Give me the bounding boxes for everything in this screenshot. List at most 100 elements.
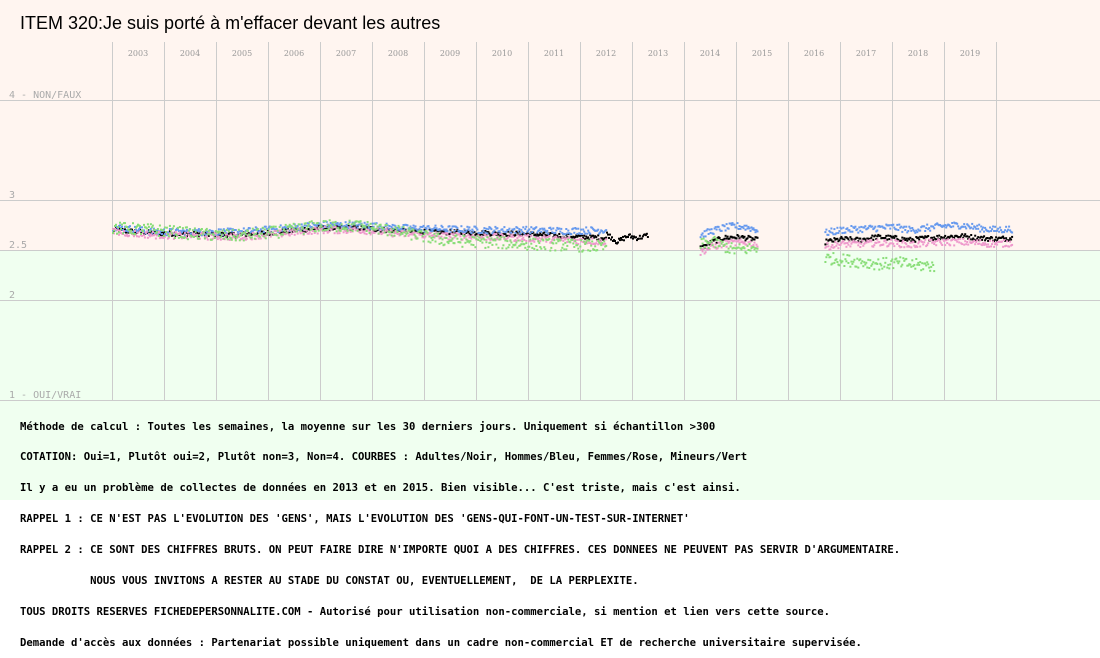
data-point	[456, 227, 459, 230]
data-point	[201, 233, 204, 236]
data-point	[914, 267, 917, 270]
data-point	[712, 232, 715, 235]
data-point	[887, 234, 890, 237]
data-point	[394, 226, 397, 229]
data-point	[496, 238, 499, 241]
data-point	[559, 230, 562, 233]
data-point	[935, 238, 938, 241]
data-point	[973, 238, 976, 241]
data-point	[850, 260, 853, 263]
data-point	[721, 240, 724, 243]
data-point	[517, 239, 520, 242]
data-point	[964, 240, 967, 243]
data-point	[535, 245, 538, 247]
data-point	[418, 227, 421, 230]
data-point	[292, 230, 295, 233]
data-point	[983, 235, 986, 238]
data-point	[746, 227, 749, 230]
data-point	[892, 267, 895, 270]
data-point	[841, 237, 844, 240]
data-point	[197, 235, 200, 238]
data-point	[919, 229, 922, 232]
data-point	[128, 234, 130, 237]
data-point	[403, 231, 406, 234]
data-point	[980, 225, 983, 228]
data-point	[162, 235, 165, 237]
data-point	[576, 235, 579, 238]
data-point	[225, 229, 228, 231]
data-point	[484, 231, 487, 234]
data-point	[548, 233, 551, 236]
data-point	[430, 237, 433, 239]
data-point	[151, 231, 154, 234]
data-point	[117, 226, 119, 229]
data-point	[850, 242, 853, 245]
data-point	[170, 232, 173, 235]
data-point	[929, 269, 932, 272]
data-point	[513, 227, 516, 230]
data-point	[995, 236, 998, 239]
data-point	[553, 239, 556, 242]
data-point	[324, 220, 327, 223]
data-point	[460, 232, 463, 235]
data-point	[420, 230, 423, 233]
data-point	[959, 237, 962, 240]
data-point	[845, 260, 848, 263]
data-point	[705, 240, 708, 243]
data-point	[560, 249, 563, 252]
data-point	[478, 236, 481, 239]
data-point	[427, 233, 430, 236]
data-point	[859, 246, 862, 248]
data-point	[843, 265, 846, 267]
data-point	[451, 237, 454, 240]
data-point	[207, 230, 210, 233]
data-point	[931, 261, 934, 264]
data-point	[411, 228, 414, 231]
data-point	[519, 239, 522, 242]
data-point	[705, 229, 708, 232]
data-point	[493, 229, 496, 232]
data-point	[316, 222, 319, 224]
data-point	[305, 229, 308, 232]
data-point	[965, 227, 968, 230]
data-point	[903, 237, 906, 240]
data-point	[385, 228, 388, 231]
data-point	[173, 237, 176, 239]
data-point	[702, 248, 705, 250]
data-point	[419, 229, 422, 232]
data-point	[992, 240, 995, 243]
data-point	[284, 223, 287, 226]
data-point	[388, 233, 391, 236]
data-point	[737, 239, 740, 242]
data-point	[308, 221, 311, 224]
data-point	[583, 234, 586, 237]
data-point	[448, 232, 451, 235]
data-point	[445, 228, 448, 231]
data-point	[516, 237, 519, 240]
data-point	[701, 232, 704, 235]
data-point	[551, 238, 554, 241]
data-point	[888, 267, 891, 270]
data-point	[884, 236, 887, 239]
data-point	[533, 240, 536, 243]
data-point	[863, 242, 866, 245]
data-point	[889, 227, 892, 230]
data-point	[910, 265, 913, 268]
data-point	[533, 247, 536, 250]
data-point	[977, 227, 980, 230]
data-point	[544, 229, 547, 232]
data-point	[187, 233, 190, 236]
data-point	[477, 239, 480, 241]
data-point	[968, 238, 971, 241]
data-point	[479, 240, 482, 242]
data-point	[527, 229, 530, 232]
data-point	[944, 244, 947, 247]
data-point	[377, 232, 380, 235]
data-point	[583, 240, 586, 243]
data-point	[407, 234, 410, 237]
data-point	[501, 233, 504, 236]
data-point	[864, 238, 867, 241]
data-point	[360, 229, 363, 232]
data-point	[900, 225, 903, 228]
data-point	[538, 233, 541, 236]
